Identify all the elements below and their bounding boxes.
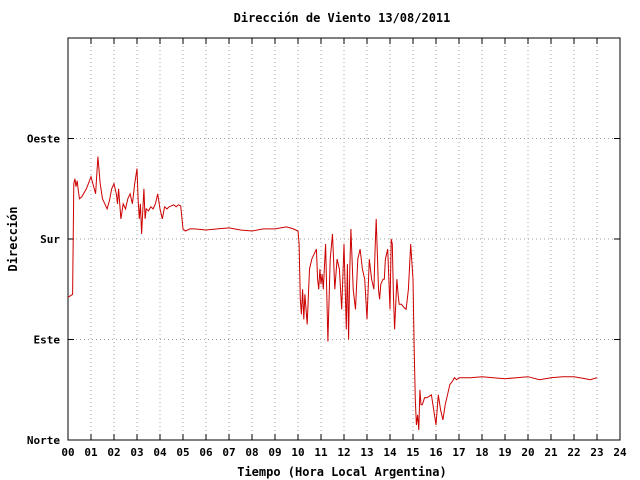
x-tick-label: 03	[130, 446, 143, 459]
y-tick-label: Oeste	[27, 133, 60, 146]
x-tick-label: 18	[475, 446, 488, 459]
x-tick-label: 09	[268, 446, 281, 459]
x-tick-label: 13	[360, 446, 373, 459]
axis-ticks	[67, 38, 621, 441]
grid-lines	[68, 38, 620, 440]
y-tick-labels: Norte Este Sur Oeste	[27, 133, 60, 448]
x-tick-labels: 00 01 02 03 04 05 06 07 08 09 10 11 12 13 14 15 16 17 18 19…	[61, 446, 627, 459]
x-tick-label: 21	[544, 446, 558, 459]
x-tick-label: 07	[222, 446, 235, 459]
y-tick-label: Sur	[40, 233, 60, 246]
y-tick-label: Este	[34, 334, 61, 347]
x-tick-label: 19	[498, 446, 511, 459]
x-tick-label: 22	[567, 446, 580, 459]
y-tick-label: Norte	[27, 434, 60, 447]
x-tick-label: 05	[176, 446, 189, 459]
x-tick-label: 10	[291, 446, 304, 459]
x-tick-label: 20	[521, 446, 534, 459]
x-tick-label: 23	[590, 446, 603, 459]
x-tick-label: 11	[314, 446, 328, 459]
x-tick-label: 24	[613, 446, 627, 459]
chart-title: Dirección de Viento 13/08/2011	[234, 11, 451, 25]
x-tick-label: 01	[84, 446, 98, 459]
series-line	[67, 156, 598, 430]
x-tick-label: 06	[199, 446, 213, 459]
y-axis-label: Dirección	[6, 206, 20, 271]
x-tick-label: 04	[153, 446, 167, 459]
x-tick-label: 12	[337, 446, 350, 459]
x-tick-label: 02	[107, 446, 120, 459]
x-tick-label: 14	[383, 446, 397, 459]
x-tick-label: 16	[429, 446, 443, 459]
x-axis-label: Tiempo (Hora Local Argentina)	[237, 465, 447, 479]
x-tick-label: 08	[245, 446, 258, 459]
x-tick-label: 15	[406, 446, 419, 459]
x-tick-label: 17	[452, 446, 465, 459]
x-tick-label: 00	[61, 446, 74, 459]
